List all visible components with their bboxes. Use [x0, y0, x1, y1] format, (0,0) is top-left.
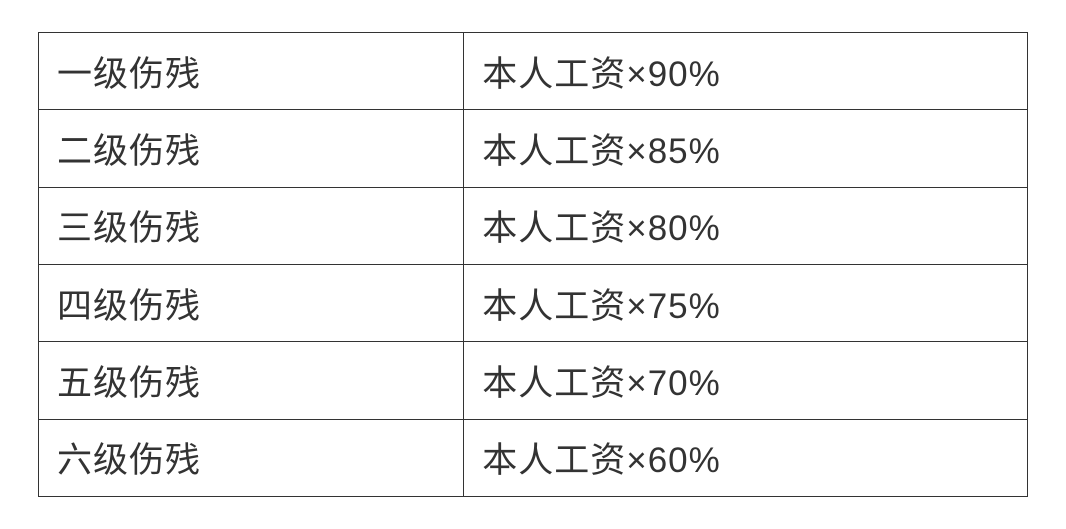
cell-level: 三级伤残: [39, 187, 464, 264]
cell-formula: 本人工资×60%: [464, 419, 1028, 496]
cell-level: 二级伤残: [39, 110, 464, 187]
cell-formula: 本人工资×75%: [464, 264, 1028, 341]
table-row: 六级伤残 本人工资×60%: [39, 419, 1028, 496]
cell-level: 一级伤残: [39, 33, 464, 110]
cell-level: 六级伤残: [39, 419, 464, 496]
cell-level: 四级伤残: [39, 264, 464, 341]
cell-formula: 本人工资×70%: [464, 342, 1028, 419]
cell-formula: 本人工资×80%: [464, 187, 1028, 264]
table-row: 五级伤残 本人工资×70%: [39, 342, 1028, 419]
cell-level: 五级伤残: [39, 342, 464, 419]
table-row: 四级伤残 本人工资×75%: [39, 264, 1028, 341]
table-row: 二级伤残 本人工资×85%: [39, 110, 1028, 187]
table-row: 三级伤残 本人工资×80%: [39, 187, 1028, 264]
cell-formula: 本人工资×85%: [464, 110, 1028, 187]
cell-formula: 本人工资×90%: [464, 33, 1028, 110]
table-row: 一级伤残 本人工资×90%: [39, 33, 1028, 110]
disability-allowance-table: 一级伤残 本人工资×90% 二级伤残 本人工资×85% 三级伤残 本人工资×80…: [38, 32, 1028, 497]
